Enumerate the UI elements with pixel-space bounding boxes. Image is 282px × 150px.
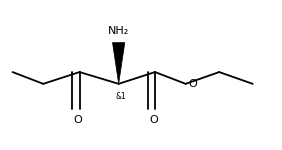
Polygon shape <box>113 43 125 84</box>
Text: NH₂: NH₂ <box>108 26 129 36</box>
Text: &1: &1 <box>116 92 126 101</box>
Text: O: O <box>74 115 83 125</box>
Text: O: O <box>149 115 158 125</box>
Text: O: O <box>188 79 197 89</box>
